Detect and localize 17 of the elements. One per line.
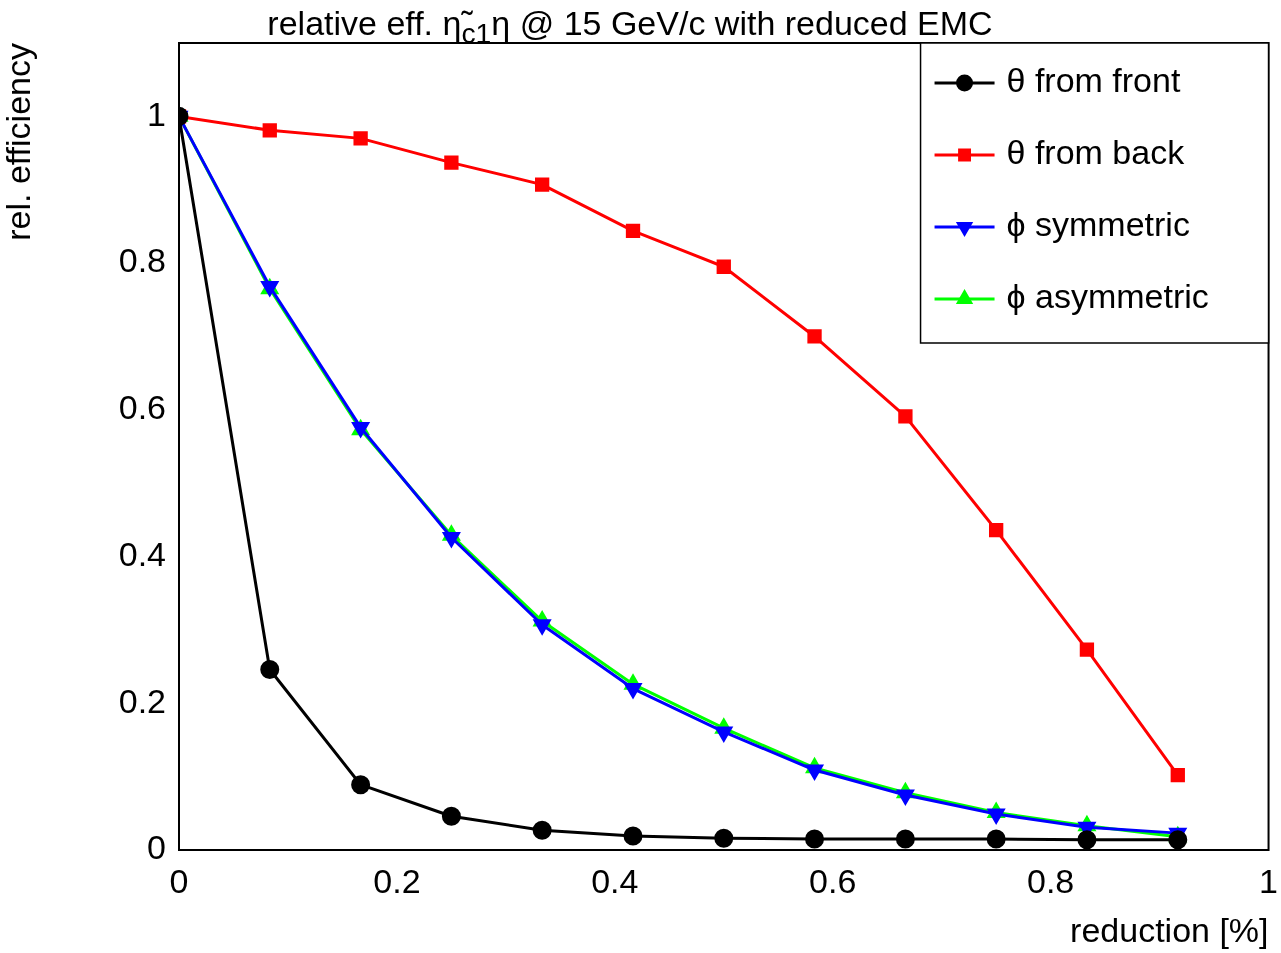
x-tick-label: 0.4 — [591, 861, 639, 900]
y-tick-label: 0 — [147, 828, 166, 867]
x-tick-label: 1 — [1259, 861, 1279, 900]
y-tick-label: 0.8 — [118, 241, 166, 280]
y-tick-label: 0.6 — [118, 388, 166, 427]
legend-label: θ from back — [1006, 133, 1186, 172]
y-tick-label: 0.4 — [118, 534, 166, 573]
x-tick-label: 0.2 — [373, 861, 421, 900]
legend-label: θ from front — [1006, 61, 1181, 100]
y-axis-title: rel. efficiency — [0, 43, 37, 241]
x-tick-label: 0.6 — [809, 861, 857, 900]
legend-label: ϕ asymmetric — [1006, 277, 1209, 316]
y-tick-label: 1 — [147, 94, 166, 133]
legend-label: ϕ symmetric — [1006, 205, 1190, 244]
y-tick-label: 0.2 — [118, 681, 166, 720]
x-tick-label: 0.8 — [1027, 861, 1075, 900]
x-axis-title: reduction [%] — [1070, 910, 1269, 949]
